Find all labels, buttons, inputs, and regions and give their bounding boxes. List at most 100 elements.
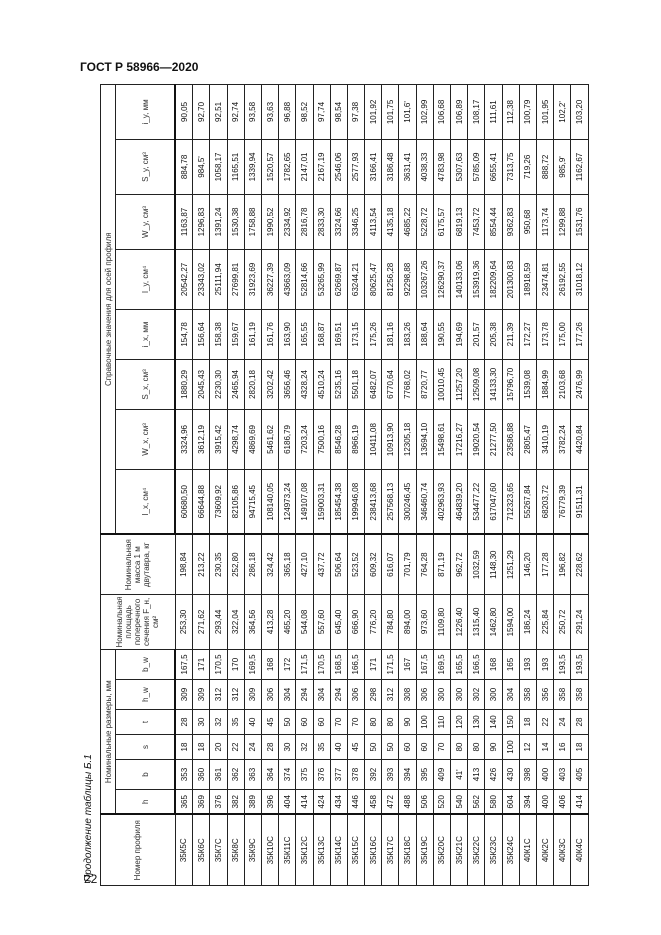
column-header: W_y, см³ [115, 194, 175, 250]
table-cell: 97,74 [313, 84, 331, 140]
table-cell: 30 [278, 734, 296, 760]
table-cell: 398 [519, 759, 537, 790]
profile-number: 35К9С [244, 814, 262, 886]
header-profile: Номер профиля [100, 814, 175, 886]
table-cell: 18 [192, 734, 210, 760]
table-cell: 7453,72 [467, 194, 485, 250]
table-cell: 413,28 [261, 594, 279, 650]
table-cell: 312 [381, 679, 399, 710]
table-row: 35К8С 382 362 22 35 312 170 322,04 252,80 82105,8… [227, 84, 245, 886]
table-cell: 7500,16 [313, 409, 331, 470]
table-cell: 62669,87 [330, 249, 348, 310]
table-cell: 414 [295, 789, 313, 815]
table-cell: 458 [364, 789, 382, 815]
column-header: S_x, см³ [115, 359, 175, 410]
table-cell: 101,75 [381, 84, 399, 140]
table-cell: 2230,30 [209, 359, 228, 410]
table-cell: 253,30 [175, 594, 193, 650]
table-row: 40К1С 394 398 12 18 358 193 186,24 146,20 55267,8… [519, 84, 537, 886]
table-cell: 168,87 [313, 309, 331, 360]
table-cell: 92,51 [209, 84, 228, 140]
table-cell: 103267,26 [416, 249, 434, 310]
table-cell: 7203,24 [295, 409, 313, 470]
table-cell: 2577,93 [347, 139, 365, 195]
table-cell: 3410,19 [536, 409, 554, 470]
table-cell: 35 [313, 734, 331, 760]
header-mass: Номинальная масса 1 м двутавра, кг [100, 534, 175, 595]
table-cell: 18 [570, 734, 588, 760]
profile-table: Номер профиля Номинальные размеры, мм Но… [100, 84, 589, 886]
table-cell: 28 [261, 734, 279, 760]
header-area: Номинальная площадь поперечного сечения … [100, 594, 175, 650]
table-cell: 53265,99 [313, 249, 331, 310]
table-cell: 101,6' [398, 84, 417, 140]
profile-number: 35К7С [209, 814, 228, 886]
table-cell: 894,00 [398, 594, 417, 650]
table-cell: 159,67 [227, 309, 245, 360]
table-cell: 1165,51 [227, 139, 245, 195]
table-cell: 523,52 [347, 534, 365, 595]
table-cell: 322,04 [227, 594, 245, 650]
table-cell: 36227,39 [261, 249, 279, 310]
table-cell: 153919,36 [467, 249, 485, 310]
table-cell: 140133,06 [450, 249, 468, 310]
table-cell: 17216,27 [450, 409, 468, 470]
table-cell: 5461,62 [261, 409, 279, 470]
profile-number: 35К6С [192, 814, 210, 886]
table-cell: 14 [536, 734, 554, 760]
table-cell: 712323,65 [502, 469, 520, 535]
table-cell: 271,62 [192, 594, 210, 650]
table-cell: 3186,48 [381, 139, 399, 195]
table-cell: 12509,08 [467, 359, 485, 410]
table-cell: 294 [295, 679, 313, 710]
table-cell: 50 [381, 734, 399, 760]
header-dims: Номинальные размеры, мм [100, 649, 116, 815]
table-cell: 376 [209, 789, 228, 815]
table-cell: 168 [484, 649, 503, 680]
table-cell: 68203,72 [536, 469, 554, 535]
table-cell: 375 [295, 759, 313, 790]
table-cell: 4783,98 [433, 139, 451, 195]
table-cell: 5307,63 [450, 139, 468, 195]
table-cell: 45 [347, 734, 365, 760]
table-cell: 31018,12 [570, 249, 588, 310]
table-cell: 31923,69 [244, 249, 262, 310]
table-cell: 776,20 [364, 594, 382, 650]
table-cell: 175,26 [364, 309, 382, 360]
table-cell: 6655,41 [484, 139, 503, 195]
table-cell: 580 [484, 789, 503, 815]
table-cell: 3915,42 [209, 409, 228, 470]
table-cell: 169,5 [433, 649, 451, 680]
table-row: 35К22С 562 413 80 130 302 166,5 1315,40 1032,59 5… [467, 84, 485, 886]
table-row: 40К4С 414 405 18 28 358 193,5 291,24 228,62 91511… [570, 84, 588, 886]
profile-number: 40К3С [553, 814, 571, 886]
table-cell: 424 [313, 789, 331, 815]
table-cell: 101,95 [536, 84, 554, 140]
column-header: W_x, см³ [115, 409, 175, 470]
table-cell: 15498,61 [433, 409, 451, 470]
table-cell: 973,60 [416, 594, 434, 650]
table-cell: 871,19 [433, 534, 451, 595]
table-cell: 198,84 [175, 534, 193, 595]
table-cell: 3612,19 [192, 409, 210, 470]
table-cell: 409 [433, 759, 451, 790]
table-cell: 392 [364, 759, 382, 790]
table-cell: 159003,31 [313, 469, 331, 535]
table-cell: 6770,64 [381, 359, 399, 410]
table-cell: 23474,81 [536, 249, 554, 310]
table-cell: 544,08 [295, 594, 313, 650]
table-cell: 225,84 [536, 594, 554, 650]
table-cell: 165 [502, 649, 520, 680]
table-cell: 7313,75 [502, 139, 520, 195]
table-cell: 100 [416, 709, 434, 735]
column-header: S_y, см³ [115, 139, 175, 195]
table-cell: 166,5 [347, 649, 365, 680]
table-cell: 166,5 [467, 649, 485, 680]
table-row: 35К9С 389 363 24 40 309 169,5 364,56 286,18 94715… [244, 84, 262, 886]
table-cell: 365,18 [278, 534, 296, 595]
table-cell: 82105,86 [227, 469, 245, 535]
table-cell: 15796,70 [502, 359, 520, 410]
table-cell: 306 [261, 679, 279, 710]
table-cell: 170 [227, 649, 245, 680]
table-cell: 60680,50 [175, 469, 193, 535]
